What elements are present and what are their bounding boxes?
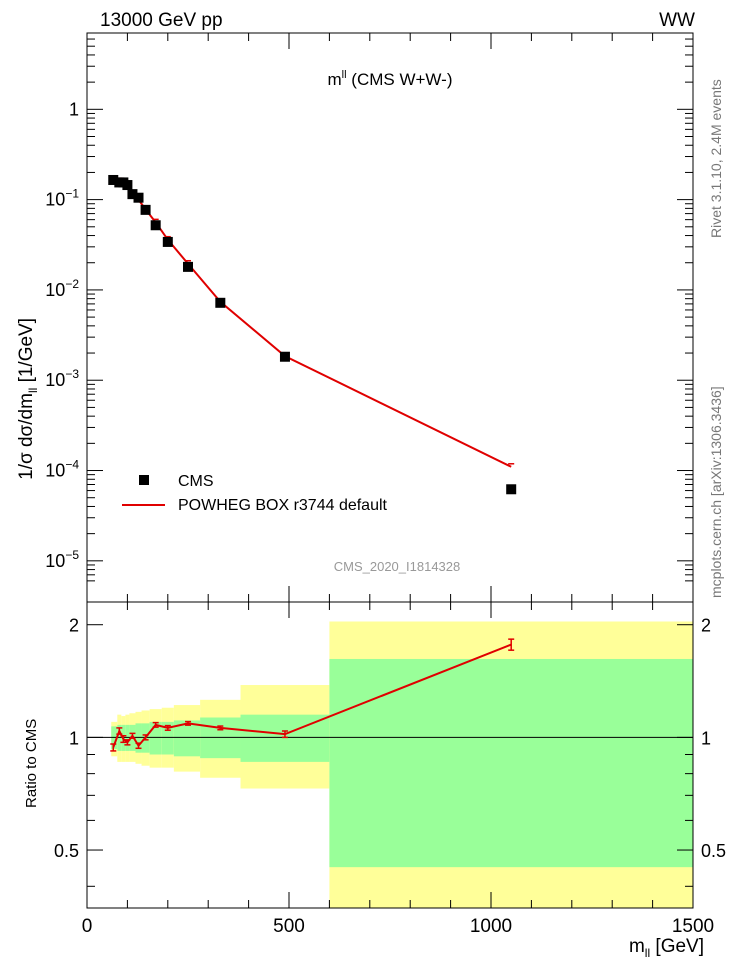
ratio-y-tick-label-left: 0.5 [54,841,79,861]
ratio-y-tick-label-right: 0.5 [701,841,726,861]
main-y-tick-exponent: −2 [65,277,79,291]
main-plot-title: mll (CMS W+W-) [328,69,453,89]
main-y-tick-exponent: −5 [65,548,79,562]
analysis-watermark: CMS_2020_I1814328 [334,559,461,574]
x-tick-label: 500 [273,916,305,937]
ratio-inner-band [117,724,122,751]
cms-data-point [122,180,133,191]
ratio-x-axis: 0 500 1000 1500 [82,602,714,937]
ratio-y-axis: 0.5 0.5 1 1 2 2 [54,616,726,887]
ratio-plot-frame [86,601,694,909]
legend-data-marker [139,475,149,485]
main-y-tick-base: 10 [45,280,65,300]
ratio-panel: 0.5 0.5 1 1 2 2 0 500 1000 1500 Ratio to CMS mll… [23,601,726,960]
main-y-tick-exponent: −3 [65,367,79,381]
main-panel: 110−110−210−310−410−5 mll (CMS W+W-) 1/σ… [16,32,694,603]
legend-mc-label: POWHEG BOX r3744 default [178,497,388,514]
cms-data-point [183,261,193,272]
ratio-y-tick-label-left: 1 [69,728,79,748]
ratio-y-tick-label-right: 2 [701,616,711,636]
rivet-version-label: Rivet 3.1.10, 2.4M events [708,79,724,238]
main-plot-frame [86,32,694,603]
ratio-uncertainty-bands [111,621,693,908]
legend-data-label: CMS [178,473,214,490]
cms-data-point [279,351,290,362]
ratio-series [110,638,515,752]
cms-data-point [162,236,173,247]
header-process: 13000 GeV pp [100,10,223,31]
x-tick-label: 1500 [672,916,714,937]
mcplots-label: mcplots.cern.ch [arXiv:1306.3436] [708,386,724,598]
main-y-tick-label: 10−3 [45,367,79,390]
ratio-inner-band [125,724,130,751]
main-series [108,174,517,495]
legend: CMS POWHEG BOX r3744 default [122,473,388,514]
main-y-tick-label: 10−1 [45,187,79,210]
main-y-tick-base: 1 [69,99,79,119]
main-y-tick-label: 10−4 [45,458,79,481]
ratio-inner-band [329,658,693,868]
ratio-y-tick-label-right: 1 [701,728,711,748]
ratio-y-axis-label: Ratio to CMS [23,719,40,808]
ratio-y-tick-label-left: 2 [69,616,79,636]
x-tick-label: 0 [82,916,93,937]
main-y-tick-base: 10 [45,190,65,210]
main-y-axis-label: 1/σ dσ/dmll [1/GeV] [16,318,40,480]
cms-data-point [108,174,119,185]
main-y-tick-label: 1 [69,99,79,119]
main-y-axis: 110−110−210−310−410−5 [45,32,693,582]
main-x-axis [86,33,694,602]
x-axis-label: mll [GeV] [629,936,704,960]
main-y-tick-exponent: −4 [65,458,79,472]
main-y-tick-base: 10 [45,370,65,390]
mc-prediction-line [113,180,512,468]
cms-data-point [140,204,151,215]
cms-data-point [133,192,144,203]
cms-data-point [127,189,138,200]
header-final-state: WW [659,10,695,31]
ratio-inner-band [161,721,174,755]
main-y-tick-base: 10 [45,551,65,571]
cms-data-point [150,220,161,231]
main-y-tick-label: 10−2 [45,277,79,300]
cms-data-point [215,297,226,308]
x-tick-label: 1000 [470,916,512,937]
main-y-tick-base: 10 [45,461,65,481]
main-y-tick-exponent: −1 [65,187,79,201]
ratio-inner-band [135,723,142,753]
main-y-tick-label: 10−5 [45,548,79,571]
cms-data-point [506,484,517,495]
